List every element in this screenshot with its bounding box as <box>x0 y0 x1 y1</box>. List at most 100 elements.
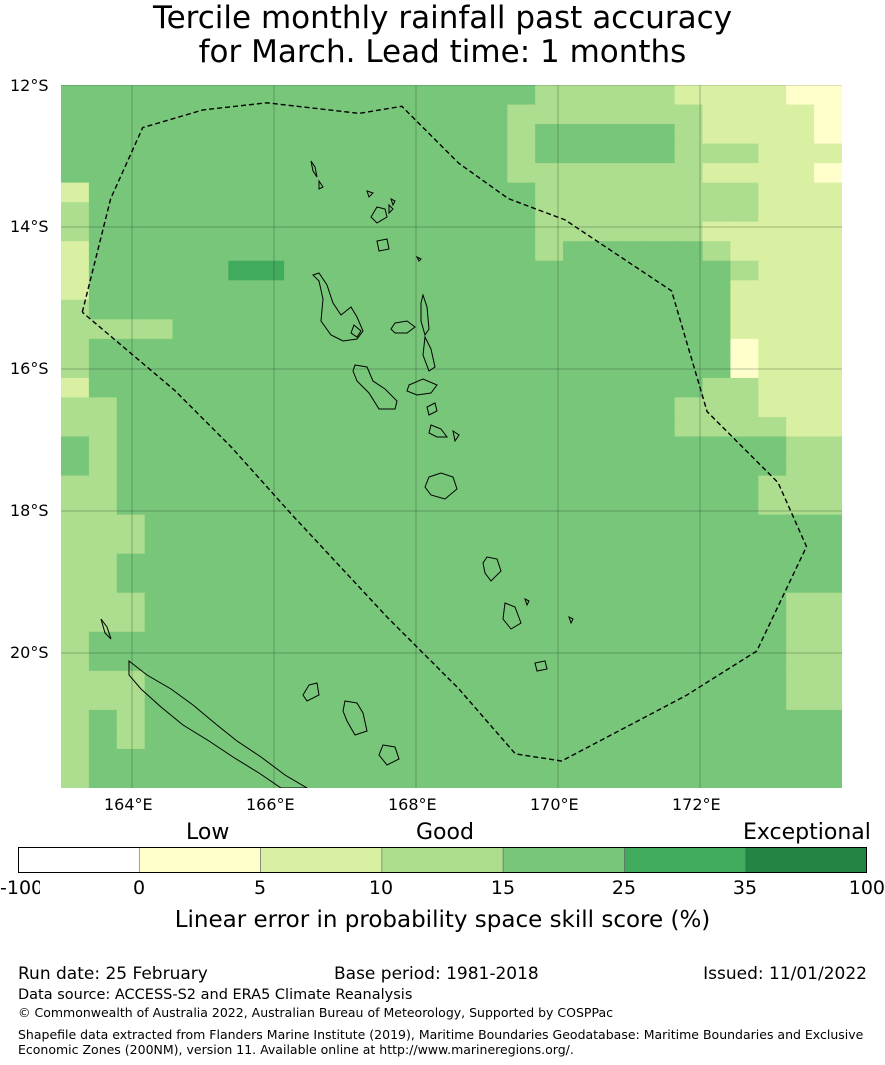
island-mare <box>378 744 400 766</box>
colorbar-tick-100: 100 <box>848 877 885 899</box>
skill-cell <box>814 768 842 788</box>
skill-cell <box>507 221 536 242</box>
skill-cell <box>367 182 397 203</box>
skill-cell <box>786 651 815 672</box>
skill-cell <box>451 85 480 106</box>
skill-cell <box>618 104 648 125</box>
island-banks-1 <box>366 190 374 198</box>
skill-cell <box>814 319 842 340</box>
skill-cell <box>507 495 536 516</box>
skill-cell <box>563 280 592 301</box>
skill-cell <box>507 280 536 301</box>
skill-cell <box>367 456 397 477</box>
skill-cell <box>423 260 453 281</box>
skill-cell <box>563 690 592 711</box>
skill-cell <box>590 553 620 574</box>
skill-cell <box>116 651 146 672</box>
skill-cell <box>172 319 202 340</box>
island-erromango <box>482 556 502 582</box>
skill-cell <box>451 319 480 340</box>
skill-cell <box>228 456 257 477</box>
skill-cell <box>284 202 313 223</box>
skill-cell <box>618 280 648 301</box>
skill-cell <box>674 221 704 242</box>
skill-cell <box>200 299 229 320</box>
skill-cell <box>172 436 202 457</box>
skill-cell <box>284 163 313 184</box>
skill-cell <box>284 124 313 145</box>
skill-cell <box>535 260 564 281</box>
skill-cell <box>312 416 341 438</box>
skill-cell <box>786 534 815 555</box>
skill-cell <box>284 631 313 652</box>
skill-cell <box>730 280 759 301</box>
skill-cell <box>423 163 453 184</box>
skill-cell <box>758 631 787 652</box>
skill-cell <box>702 573 732 594</box>
skill-cell <box>646 124 676 145</box>
skill-cell <box>479 202 508 223</box>
skill-cell <box>312 280 341 301</box>
skill-cell <box>479 104 508 125</box>
skill-cell <box>535 475 564 496</box>
skill-cell <box>702 85 732 106</box>
skill-cell <box>144 377 174 399</box>
skill-cell <box>730 338 759 359</box>
skill-cell <box>786 338 815 359</box>
skill-cell <box>312 690 341 711</box>
skill-cell <box>200 85 229 106</box>
skill-cell <box>590 163 620 184</box>
skill-cell <box>702 670 732 691</box>
skill-cell <box>116 768 146 788</box>
skill-cell <box>563 495 592 516</box>
skill-cell <box>339 124 369 145</box>
skill-cell <box>674 163 704 184</box>
skill-cell <box>284 475 313 496</box>
island-north-small <box>415 255 422 262</box>
skill-cell <box>730 768 759 788</box>
skill-cell <box>814 456 842 477</box>
skill-cell <box>228 241 257 262</box>
skill-cell <box>590 319 620 340</box>
lat-label-20s: 20°S <box>10 643 49 662</box>
skill-cell <box>730 202 759 223</box>
colorbar-segment <box>260 847 383 873</box>
skill-cell <box>590 495 620 516</box>
skill-cell <box>228 319 257 340</box>
skill-cell <box>116 573 146 594</box>
skill-cell <box>730 573 759 594</box>
skill-cell <box>535 124 564 145</box>
skill-cell <box>814 299 842 320</box>
skill-cell <box>423 338 453 359</box>
skill-cell <box>144 612 174 633</box>
skill-cell <box>590 241 620 262</box>
island-malo <box>350 324 362 338</box>
skill-cell <box>674 104 704 125</box>
skill-cell <box>256 358 285 379</box>
skill-cell <box>563 143 592 164</box>
skill-cell <box>367 553 397 574</box>
skill-cell <box>451 768 480 788</box>
island-pentecost <box>422 335 436 372</box>
skill-cell <box>758 338 787 359</box>
skill-cell <box>367 124 397 145</box>
skill-cell <box>395 163 425 184</box>
skill-cell <box>563 202 592 223</box>
skill-cell <box>451 748 480 770</box>
skill-cell <box>88 143 118 164</box>
skill-cell <box>618 182 648 203</box>
skill-cell <box>618 670 648 691</box>
skill-cell <box>730 124 759 145</box>
skill-cell <box>284 85 313 106</box>
skill-cell <box>200 475 229 496</box>
skill-cell <box>88 592 118 613</box>
skill-cell <box>228 534 257 555</box>
skill-cell <box>284 456 313 477</box>
colorbar-tick-m100: -100 <box>0 878 40 898</box>
skill-cell <box>116 124 146 145</box>
skill-cell <box>312 553 341 574</box>
skill-cell <box>423 475 453 496</box>
skill-cell <box>786 553 815 574</box>
skill-cell <box>674 299 704 320</box>
skill-cell <box>228 202 257 223</box>
